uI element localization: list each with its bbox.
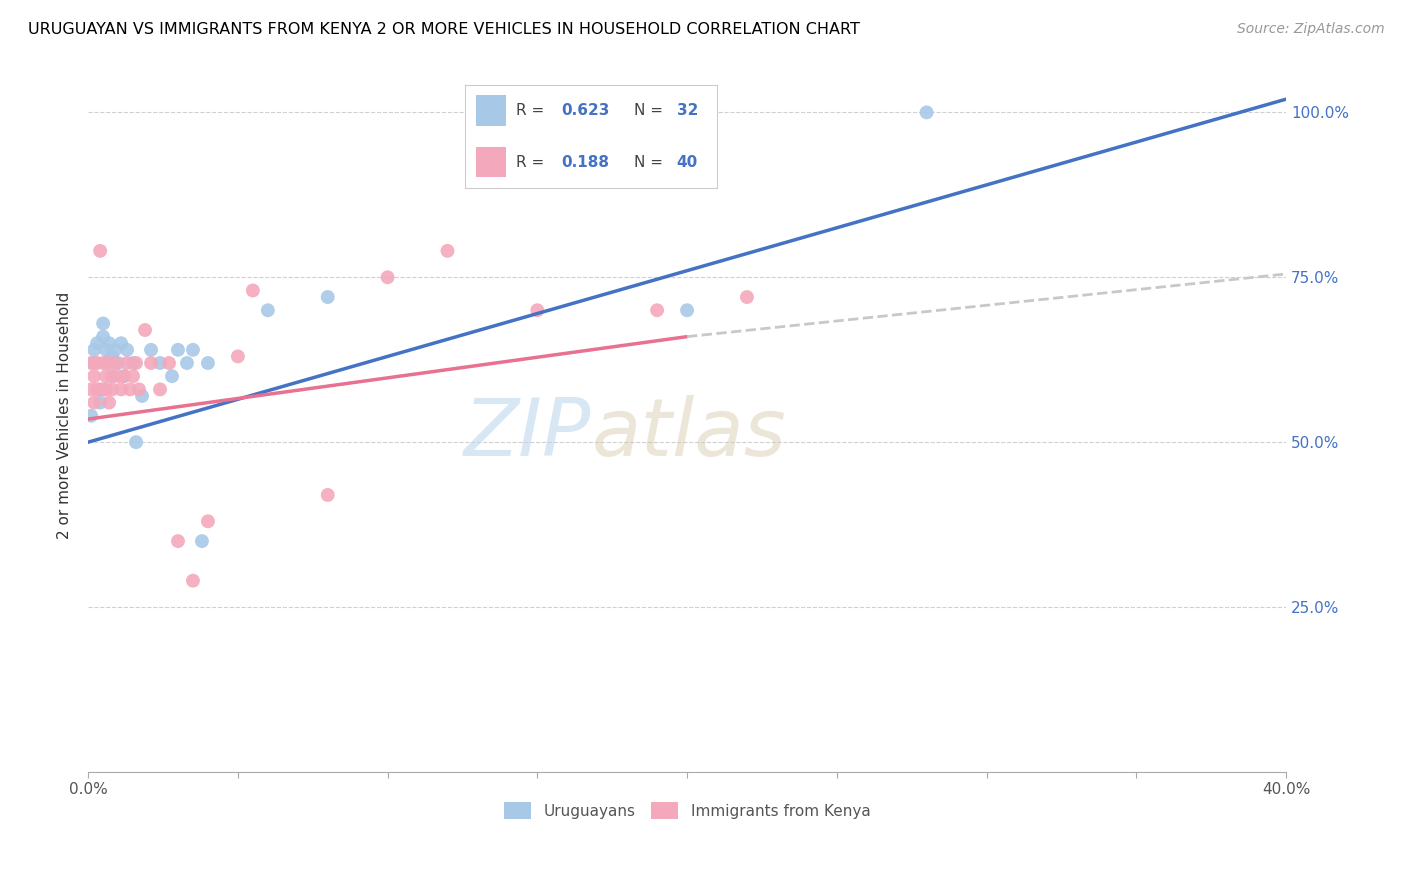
Point [316,290,339,304]
Point [80,356,103,370]
Point [101,350,124,364]
Point [89,383,111,397]
Point [125,356,148,370]
Point [91,356,114,370]
Point [83,395,105,409]
Point [122,369,145,384]
Point [377,270,399,285]
Point [86,336,108,351]
Point [94,356,117,370]
Point [115,356,138,370]
Point [101,383,124,397]
Point [526,303,548,318]
Y-axis label: 2 or more Vehicles in Household: 2 or more Vehicles in Household [58,293,72,540]
Point [83,343,105,357]
Point [104,356,127,370]
Point [160,369,183,384]
Point [112,369,135,384]
Point [94,383,117,397]
Point [242,284,264,298]
Point [139,356,162,370]
Text: Source: ZipAtlas.com: Source: ZipAtlas.com [1237,22,1385,37]
Point [91,383,114,397]
Point [735,290,758,304]
Point [181,343,204,357]
Point [157,356,180,370]
Point [134,323,156,337]
Point [167,343,190,357]
Point [120,383,142,397]
Point [256,303,278,318]
Point [98,395,121,409]
Point [101,369,124,384]
Point [128,383,150,397]
Point [676,303,699,318]
Point [89,244,111,258]
Text: ZIP: ZIP [464,394,592,473]
Point [149,356,172,370]
Point [436,244,458,258]
Point [181,574,204,588]
Point [107,356,129,370]
Point [115,343,138,357]
Point [131,389,153,403]
Point [101,369,124,384]
Point [139,343,162,357]
Point [86,356,108,370]
Point [197,356,219,370]
Point [122,356,145,370]
Point [94,343,117,357]
Point [98,356,121,370]
Point [80,383,103,397]
Point [176,356,198,370]
Point [110,336,132,351]
Point [80,409,103,423]
Text: URUGUAYAN VS IMMIGRANTS FROM KENYA 2 OR MORE VEHICLES IN HOUSEHOLD CORRELATION C: URUGUAYAN VS IMMIGRANTS FROM KENYA 2 OR … [28,22,860,37]
Point [83,356,105,370]
Point [125,435,148,450]
Point [191,534,214,549]
Point [91,317,114,331]
Point [94,369,117,384]
Point [915,105,938,120]
Point [112,369,135,384]
Point [645,303,668,318]
Text: atlas: atlas [592,394,786,473]
Legend: Uruguayans, Immigrants from Kenya: Uruguayans, Immigrants from Kenya [498,796,876,825]
Point [110,383,132,397]
Point [104,343,127,357]
Point [91,329,114,343]
Point [197,514,219,528]
Point [167,534,190,549]
Point [316,488,339,502]
Point [149,383,172,397]
Point [83,369,105,384]
Point [89,395,111,409]
Point [107,369,129,384]
Point [98,336,121,351]
Point [226,350,249,364]
Point [86,383,108,397]
